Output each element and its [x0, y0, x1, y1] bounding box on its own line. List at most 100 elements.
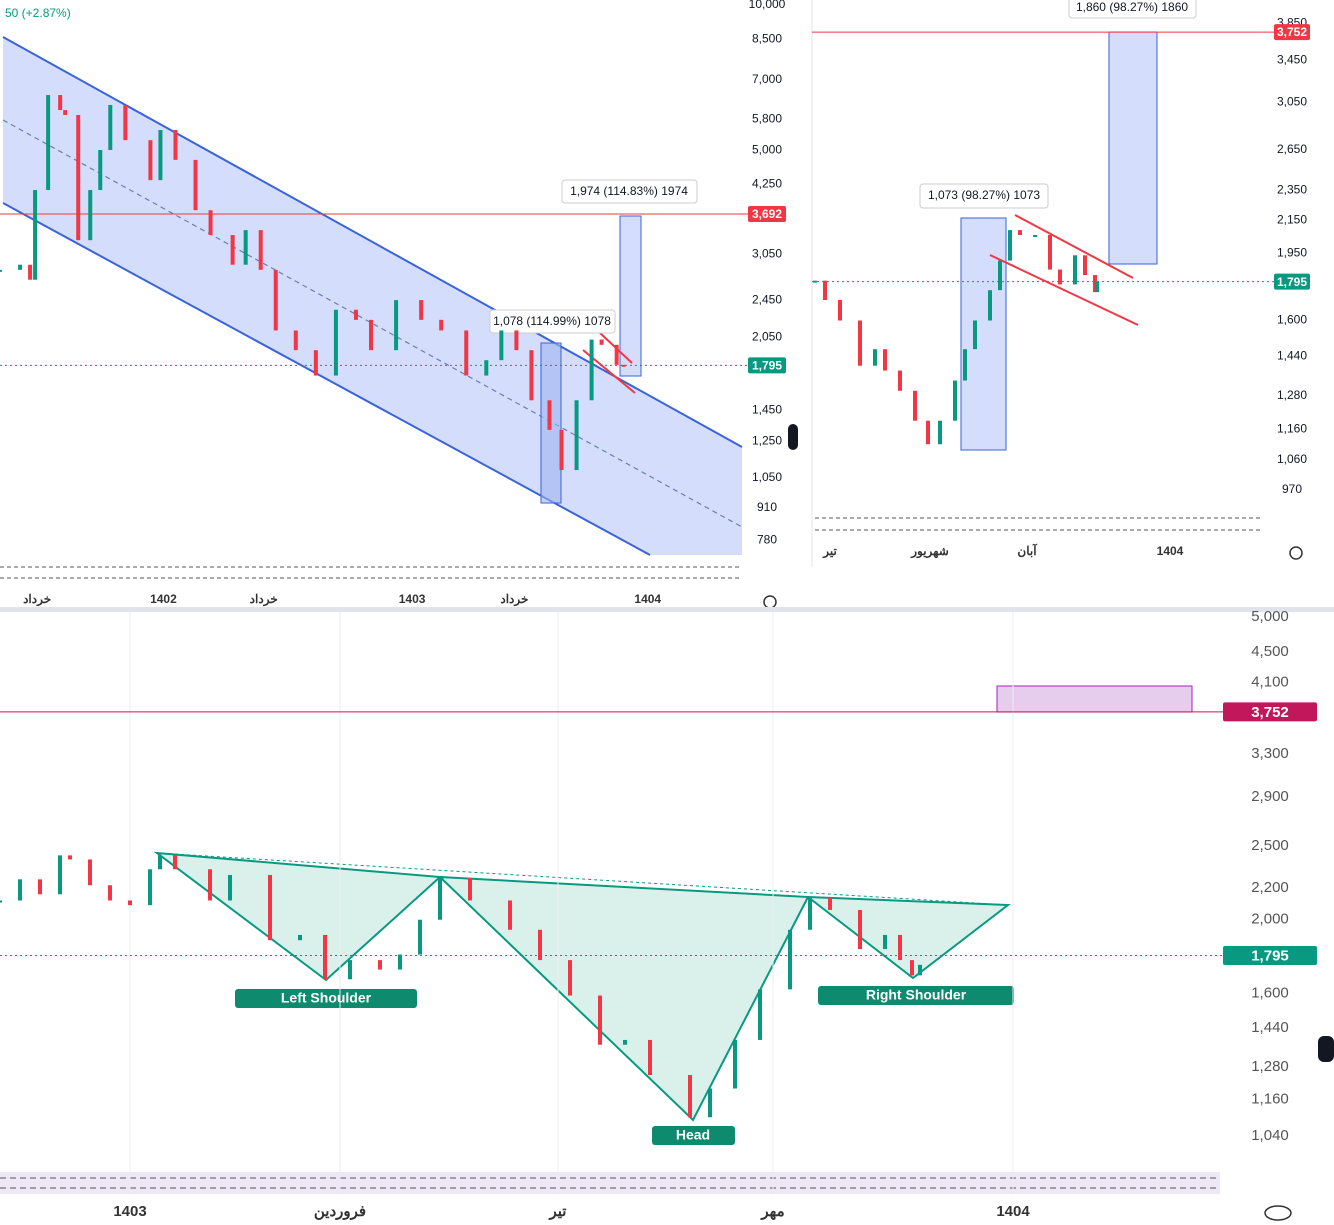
- side-handle[interactable]: [788, 424, 798, 450]
- candle: [568, 960, 572, 996]
- y-tick-label: 3,300: [1251, 745, 1289, 762]
- header-change: 50 (+2.87%): [5, 6, 71, 20]
- candle: [18, 264, 23, 270]
- candle: [268, 874, 272, 941]
- y-tick-label: 3,050: [752, 246, 782, 260]
- x-tick-label: خرداد: [23, 592, 51, 607]
- candle: [838, 299, 842, 321]
- candle: [230, 235, 235, 265]
- candle: [298, 934, 302, 941]
- price-badge: [1223, 945, 1317, 965]
- x-tick-label: خرداد: [250, 592, 278, 607]
- candle: [18, 879, 22, 901]
- y-tick-label: 2,350: [1277, 183, 1307, 197]
- candle: [623, 1039, 627, 1045]
- candle: [910, 960, 914, 976]
- candle: [883, 934, 887, 950]
- candle: [963, 349, 967, 381]
- candle: [58, 855, 62, 895]
- candle: [0, 900, 2, 903]
- osc-bg: [0, 1172, 1220, 1194]
- y-tick-label: 4,500: [1251, 643, 1289, 660]
- label-box: [561, 179, 698, 204]
- pattern-label-box: [235, 989, 417, 1008]
- candle: [926, 420, 930, 445]
- x-tick-label: 1404: [634, 592, 661, 606]
- candle: [193, 159, 198, 211]
- y-tick-label: 910: [757, 500, 777, 514]
- candle: [559, 429, 564, 471]
- measure-label: 1,860 (98.27%) 1860: [1076, 0, 1188, 14]
- y-tick-label: 1,440: [1277, 348, 1307, 362]
- y-tick-label: 1,280: [1277, 388, 1307, 402]
- candle: [76, 114, 81, 241]
- settings-icon[interactable]: [1289, 546, 1303, 560]
- x-tick-label: فروردین: [314, 1203, 366, 1220]
- settings-icon[interactable]: [1264, 1205, 1292, 1221]
- candle: [438, 877, 442, 920]
- y-tick-label: 5,800: [752, 111, 782, 125]
- candle: [599, 339, 604, 345]
- candle: [313, 350, 318, 376]
- x-tick-label: 1403: [113, 1203, 146, 1220]
- y-tick-label: 1,440: [1251, 1019, 1289, 1036]
- candle: [58, 95, 63, 111]
- y-tick-label: 8,500: [752, 31, 782, 45]
- y-tick-label: 1,040: [1251, 1127, 1289, 1144]
- candle: [514, 330, 519, 351]
- y-tick-label: 780: [757, 532, 777, 546]
- candle: [468, 877, 472, 901]
- price-badge: [748, 357, 786, 374]
- candle: [88, 190, 93, 241]
- candle: [1033, 234, 1037, 237]
- candle: [68, 855, 72, 860]
- label-box: [1068, 0, 1197, 19]
- x-tick-label: آبان: [1017, 542, 1038, 558]
- candle: [883, 349, 887, 371]
- price-badge-label: 1,795: [1251, 947, 1289, 964]
- candle: [1073, 255, 1077, 285]
- candle: [1008, 230, 1012, 261]
- y-tick-label: 4,100: [1251, 674, 1289, 691]
- candle: [98, 150, 103, 191]
- candle: [208, 869, 212, 901]
- y-tick-label: 2,900: [1251, 788, 1289, 805]
- candle: [38, 879, 42, 895]
- candle: [598, 995, 602, 1045]
- candle: [858, 320, 862, 366]
- candle: [1083, 255, 1087, 276]
- head-area: [437, 875, 810, 1122]
- shoulder-area: [153, 851, 443, 982]
- candle: [758, 989, 762, 1040]
- candle: [1058, 269, 1062, 285]
- y-tick-label: 2,000: [1251, 911, 1289, 928]
- price-badge-label: 3,752: [1251, 704, 1289, 721]
- price-badge-label: 3,752: [1277, 25, 1307, 39]
- y-tick-label: 2,200: [1251, 879, 1289, 896]
- y-tick-label: 1,600: [1251, 984, 1289, 1001]
- x-tick-label: تیر: [822, 544, 837, 559]
- candle: [173, 855, 177, 870]
- y-tick-label: 3,450: [1277, 53, 1307, 67]
- y-tick-label: 1,450: [752, 402, 782, 416]
- measure-box: [960, 217, 1007, 451]
- candle: [158, 130, 163, 181]
- candle: [353, 309, 358, 320]
- candle: [808, 897, 812, 930]
- candle: [898, 370, 902, 391]
- y-tick-label: 5,000: [752, 143, 782, 157]
- y-tick-label: 2,050: [752, 330, 782, 344]
- candle: [733, 1039, 737, 1089]
- flag-line: [1014, 214, 1134, 279]
- candle: [293, 330, 298, 351]
- price-badge-label: 1,795: [752, 359, 782, 373]
- side-handle[interactable]: [1318, 1036, 1334, 1062]
- y-tick-label: 1,160: [1251, 1091, 1289, 1108]
- x-tick-label: شهریور: [910, 544, 949, 559]
- candle: [108, 885, 112, 901]
- candle: [858, 909, 862, 950]
- candle: [158, 855, 162, 870]
- candle: [484, 360, 489, 376]
- y-tick-label: 970: [1282, 482, 1302, 496]
